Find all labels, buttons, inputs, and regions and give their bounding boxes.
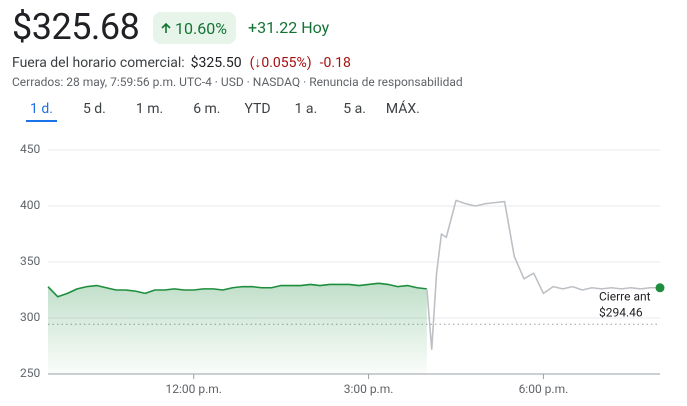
- range-tab[interactable]: 5 d.: [82, 101, 106, 117]
- range-tab[interactable]: MÁX.: [385, 101, 420, 117]
- after-hours-label: Fuera del horario comercial:: [12, 55, 185, 71]
- y-tick-label: 300: [20, 310, 40, 324]
- status-line: Cerrados: 28 may, 7:59:56 p.m. UTC-4 · U…: [12, 75, 463, 89]
- range-tabs: 1 d. 5 d. 1 m. 6 m. YTD 1 a. 5 a. MÁX.: [14, 101, 420, 122]
- change-badge: 10.60%: [153, 12, 236, 44]
- chart: 250 300 350 400 450 12:00 p.m. 3:00 p.m. 6:00 p…: [20, 142, 665, 396]
- after-hours-price: $325.50: [190, 55, 242, 71]
- line: [47, 282, 427, 298]
- y-tick-label: 450: [20, 142, 40, 156]
- change-percent: 10.60%: [175, 18, 227, 38]
- range-tab[interactable]: 6 m.: [193, 101, 221, 117]
- y-tick-label: 400: [20, 198, 40, 212]
- range-tab[interactable]: YTD: [244, 101, 271, 117]
- range-tab[interactable]: 1 d.: [26, 101, 57, 122]
- last-point: [655, 283, 665, 293]
- after-hours-percent: (↓0.055%): [249, 55, 312, 71]
- after-hours: Fuera del horario comercial: $325.50 (↓0.0…: [12, 54, 351, 71]
- price: $325.68: [12, 6, 140, 48]
- up-arrow-icon: [161, 22, 171, 33]
- area: [48, 283, 427, 374]
- change-absolute: +31.22 Hoy: [248, 18, 330, 37]
- range-tab[interactable]: 5 a.: [343, 101, 366, 117]
- previous-close-label: $294.46: [599, 305, 643, 319]
- after-hours-absolute: -0.18: [319, 55, 351, 71]
- y-tick-label: 250: [20, 366, 40, 380]
- line: [426, 199, 660, 351]
- previous-close-title: Cierre ant: [599, 289, 651, 303]
- x-tick-label: 3:00 p.m.: [344, 382, 394, 396]
- y-tick-label: 350: [20, 254, 40, 268]
- range-tab[interactable]: 1 a.: [294, 101, 318, 117]
- x-tick-label: 6:00 p.m.: [519, 382, 569, 396]
- x-tick-label: 12:00 p.m.: [165, 382, 221, 396]
- range-tab[interactable]: 1 m.: [135, 101, 164, 117]
